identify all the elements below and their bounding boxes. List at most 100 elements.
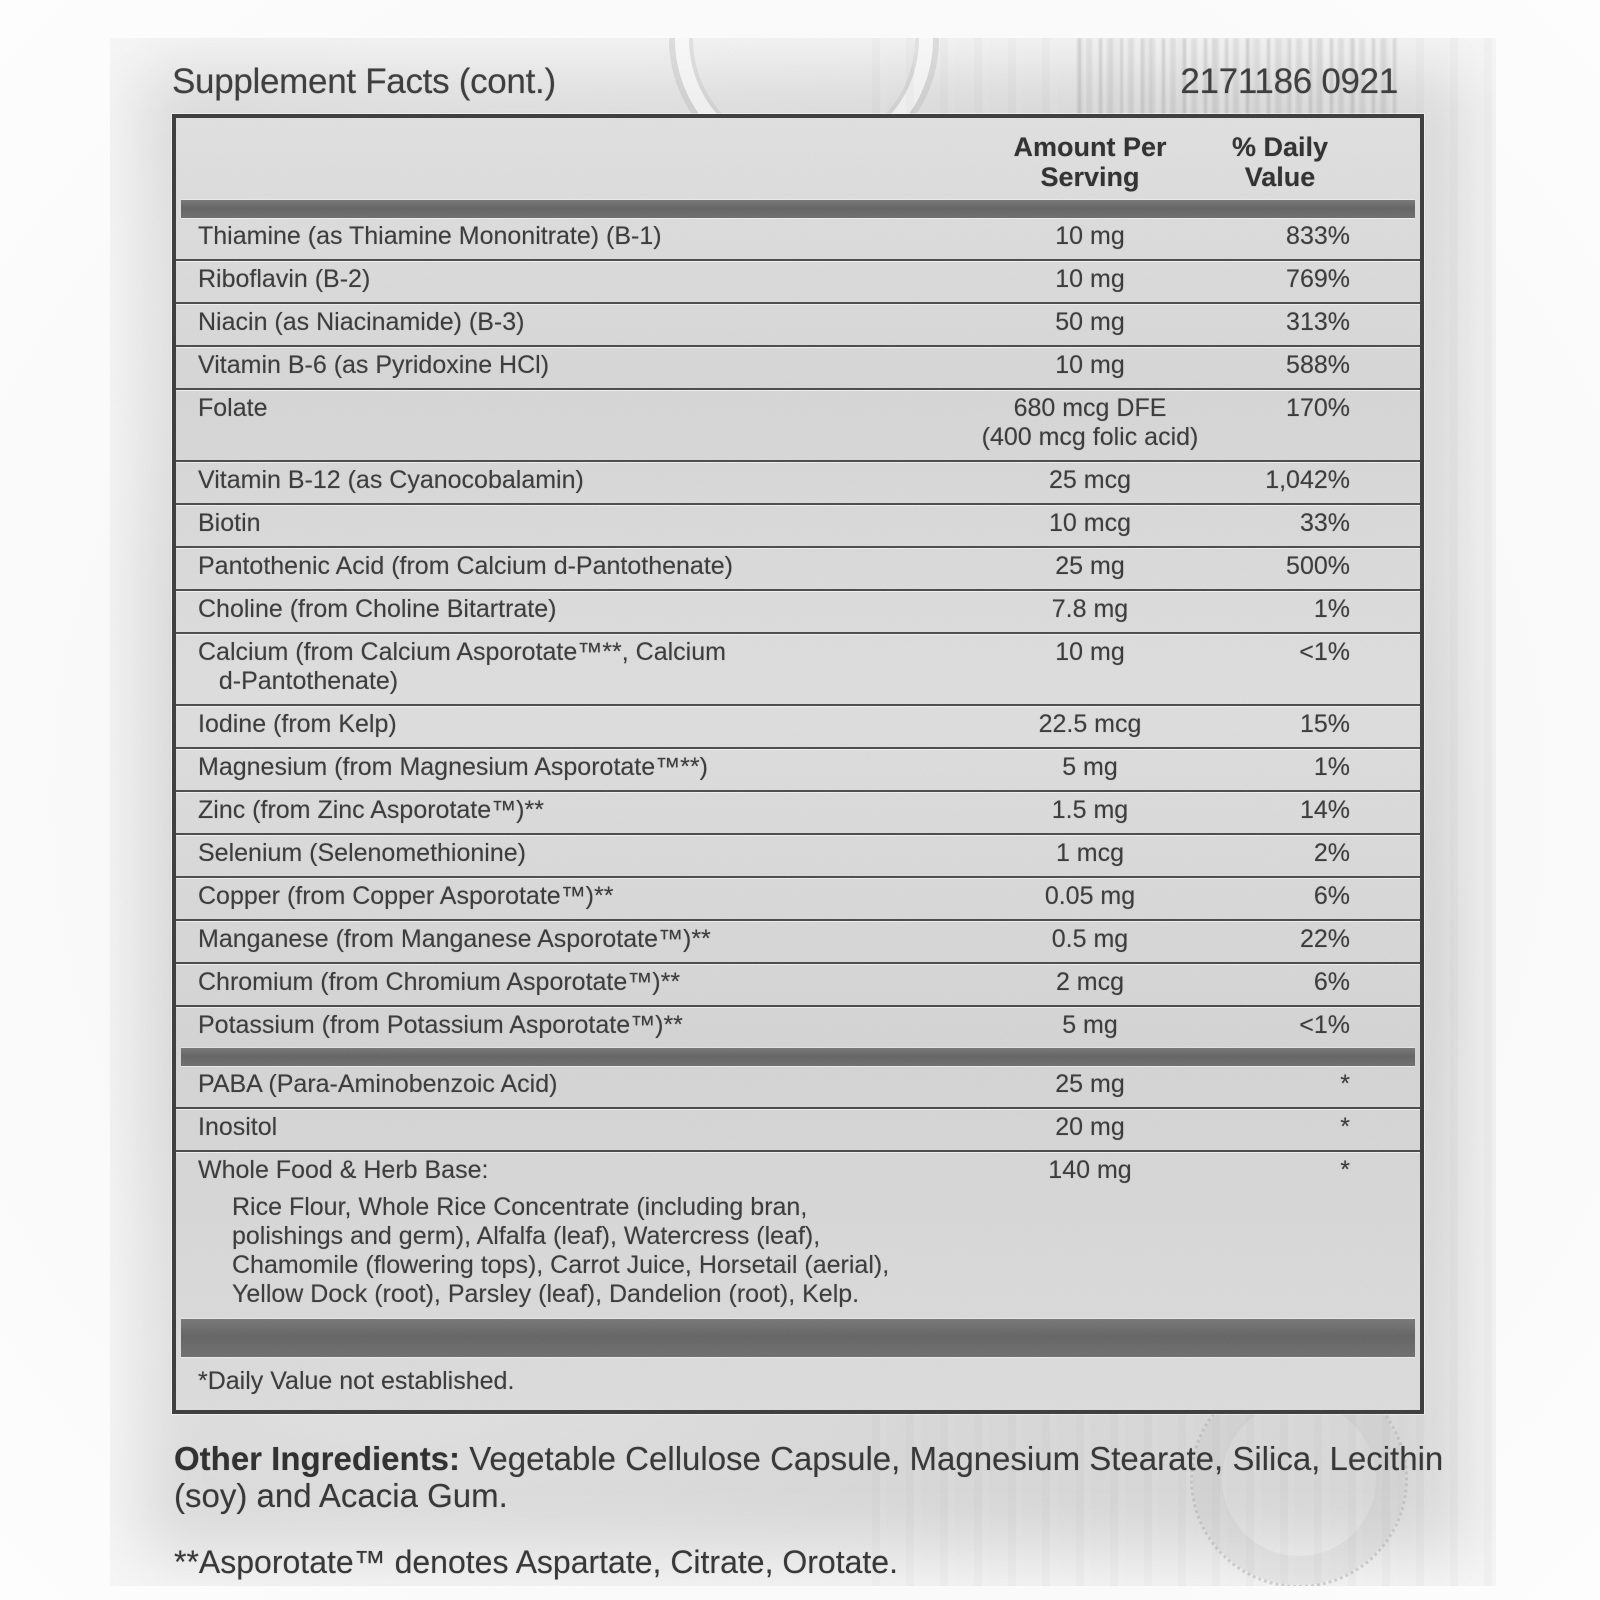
nutrient-amount: 20 mg [1055,1113,1125,1141]
nutrient-amount: 25 mcg [1049,466,1131,494]
table-row-line: Thiamine (as Thiamine Mononitrate) (B-1)… [176,218,1420,259]
other-ingredients-label: Other Ingredients: [174,1440,461,1477]
lot-number: 2171186 0921 [1180,62,1398,101]
nutrient-name: Folate [198,394,268,422]
nutrient-amount: 10 mg [1055,265,1125,293]
nutrient-dv: 500% [1286,552,1350,580]
nutrient-name: Biotin [198,509,261,537]
table-row: Iodine (from Kelp) 22.5 mcg 15% [176,704,1420,747]
table-row-line: Selenium (Selenomethionine) 1 mcg 2% [176,835,1420,876]
nutrient-amount: 7.8 mg [1051,595,1129,623]
table-row-line: Potassium (from Potassium Asporotate™)**… [176,1007,1420,1048]
supplement-facts-table: Amount Per Serving % Daily Value Thiamin… [172,114,1424,1414]
table-row-line: Zinc (from Zinc Asporotate™)** 1.5 mg 14% [176,792,1420,833]
nutrient-amount: 10 mg [1055,351,1125,379]
nutrient-name: Whole Food & Herb Base: [198,1156,489,1184]
nutrient-name: Thiamine (as Thiamine Mononitrate) (B-1) [198,222,662,250]
nutrient-dv: 15% [1299,710,1350,738]
table-row: Potassium (from Potassium Asporotate™)**… [176,1005,1420,1048]
facts-rows: Thiamine (as Thiamine Mononitrate) (B-1)… [176,218,1420,1357]
table-row-line: Biotin 10 mcg 33% [176,505,1420,546]
nutrient-dv: 2% [1313,839,1350,867]
table-row: Choline (from Choline Bitartrate) 7.8 mg 1… [176,589,1420,632]
other-ingredients: Other Ingredients: Vegetable Cellulose C… [174,1440,1474,1514]
nutrient-amount: 1.5 mg [1051,796,1129,824]
nutrient-amount: 0.5 mg [1051,925,1129,953]
nutrient-dv: 14% [1299,796,1350,824]
nutrient-name: Inositol [198,1113,278,1141]
table-row-line: Whole Food & Herb Base: 140 mg * [176,1152,1420,1193]
table-row-line: Copper (from Copper Asporotate™)** 0.05 m… [176,878,1420,919]
nutrient-name: Niacin (as Niacinamide) (B-3) [198,308,525,336]
table-row: Pantothenic Acid (from Calcium d-Pantoth… [176,546,1420,589]
nutrient-name: Potassium (from Potassium Asporotate™)** [198,1011,683,1039]
table-row-line: Pantothenic Acid (from Calcium d-Pantoth… [176,548,1420,589]
nutrient-dv: * [1340,1070,1350,1098]
column-header-dv: % Daily Value [1231,132,1329,192]
table-row-line: PABA (Para-Aminobenzoic Acid) 25 mg * [176,1066,1420,1107]
nutrient-amount: 25 mg [1055,552,1125,580]
table-row-line: Vitamin B-6 (as Pyridoxine HCl) 10 mg 588% [176,347,1420,388]
table-row-line: Riboflavin (B-2) 10 mg 769% [176,261,1420,302]
table-row: Copper (from Copper Asporotate™)** 0.05 m… [176,876,1420,919]
nutrient-dv: <1% [1299,638,1350,666]
table-row-line: Manganese (from Manganese Asporotate™)**… [176,921,1420,962]
nutrient-name: Riboflavin (B-2) [198,265,371,293]
nutrient-amount: 5 mg [1062,753,1118,781]
section-separator-bar [181,1319,1415,1357]
nutrient-name: Vitamin B-12 (as Cyanocobalamin) [198,466,584,494]
table-row: Selenium (Selenomethionine) 1 mcg 2% [176,833,1420,876]
table-row-line: Calcium (from Calcium Asporotate™**, Cal… [176,634,1420,704]
nutrient-dv: 22% [1299,925,1350,953]
label-title: Supplement Facts (cont.) [172,62,556,101]
ingredient-sublist: Rice Flour, Whole Rice Concentrate (incl… [232,1193,890,1308]
nutrient-dv: 1% [1313,595,1350,623]
nutrient-name: Iodine (from Kelp) [198,710,397,738]
nutrient-dv: 6% [1313,968,1350,996]
label-content: Supplement Facts (cont.) 2171186 0921 Am… [110,38,1496,1580]
table-row-line: Iodine (from Kelp) 22.5 mcg 15% [176,706,1420,747]
nutrient-amount: 10 mcg [1049,509,1131,537]
column-header-amount: Amount Per Serving [1013,132,1167,192]
table-row: Vitamin B-6 (as Pyridoxine HCl) 10 mg 588% [176,345,1420,388]
nutrient-name: Pantothenic Acid (from Calcium d-Pantoth… [198,552,733,580]
table-row: Manganese (from Manganese Asporotate™)**… [176,919,1420,962]
nutrient-dv: 833% [1286,222,1350,250]
label-header: Supplement Facts (cont.) 2171186 0921 [172,62,1424,102]
nutrient-name: Manganese (from Manganese Asporotate™)** [198,925,711,953]
table-row-line: Chromium (from Chromium Asporotate™)** 2 … [176,964,1420,1005]
nutrient-dv: 1% [1313,753,1350,781]
nutrient-amount: 10 mg [1055,222,1125,250]
nutrient-amount: 2 mcg [1055,968,1125,996]
nutrient-name: Copper (from Copper Asporotate™)** [198,882,614,910]
nutrient-dv: 33% [1299,509,1350,537]
table-header-bar [181,200,1415,218]
nutrient-dv: * [1340,1113,1350,1141]
nutrient-name: Chromium (from Chromium Asporotate™)** [198,968,681,996]
table-row-line: Magnesium (from Magnesium Asporotate™**)… [176,749,1420,790]
table-row: Niacin (as Niacinamide) (B-3) 50 mg 313% [176,302,1420,345]
table-row: PABA (Para-Aminobenzoic Acid) 25 mg * [176,1066,1420,1107]
nutrient-dv: 6% [1313,882,1350,910]
nutrient-name: Selenium (Selenomethionine) [198,839,526,867]
table-row: Chromium (from Chromium Asporotate™)** 2 … [176,962,1420,1005]
nutrient-name: Zinc (from Zinc Asporotate™)** [198,796,544,824]
asporotate-footnote: **Asporotate™ denotes Aspartate, Citrate… [174,1544,898,1580]
nutrient-amount: 680 mcg DFE (400 mcg folic acid) [981,394,1199,451]
nutrient-name: Magnesium (from Magnesium Asporotate™**) [198,753,708,781]
table-row: Biotin 10 mcg 33% [176,503,1420,546]
dv-footnote: *Daily Value not established. [198,1367,515,1395]
table-row: Calcium (from Calcium Asporotate™**, Cal… [176,632,1420,704]
nutrient-amount: 50 mg [1055,308,1125,336]
table-row-line: Inositol 20 mg * [176,1109,1420,1150]
nutrient-dv: 588% [1286,351,1350,379]
table-row: Vitamin B-12 (as Cyanocobalamin) 25 mcg 1,… [176,460,1420,503]
nutrient-amount: 25 mg [1055,1070,1125,1098]
table-row: Whole Food & Herb Base: 140 mg * Rice Flour… [176,1150,1420,1319]
table-row: Inositol 20 mg * [176,1107,1420,1150]
table-row-line: Niacin (as Niacinamide) (B-3) 50 mg 313% [176,304,1420,345]
nutrient-amount: 10 mg [1055,638,1125,666]
nutrient-dv: 313% [1286,308,1350,336]
nutrient-dv: 1,042% [1265,466,1350,494]
